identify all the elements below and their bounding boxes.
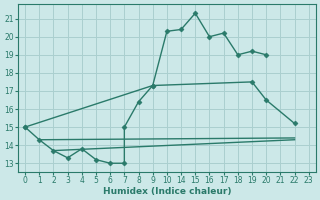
X-axis label: Humidex (Indice chaleur): Humidex (Indice chaleur) <box>103 187 231 196</box>
